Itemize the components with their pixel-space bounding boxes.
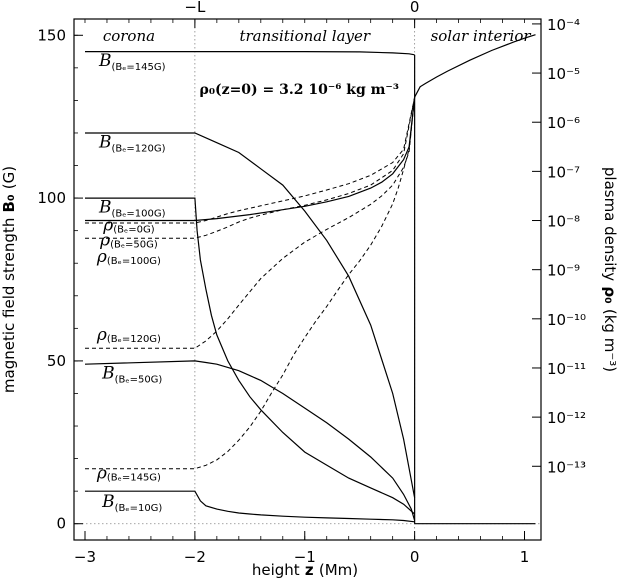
yr-tick-label-4: 10⁻⁸ — [547, 213, 580, 231]
b-label-symbol: B — [98, 132, 112, 152]
series-line-6 — [85, 34, 536, 222]
b-label-symbol: B — [101, 492, 115, 512]
rho-label-subscript: (Bₑ=0G) — [113, 224, 154, 235]
region-label-0: corona — [103, 27, 155, 45]
b-label-symbol: B — [98, 51, 112, 71]
yl-tick-label-0: 0 — [56, 515, 66, 533]
yr-tick-label-0: 10⁻⁴ — [547, 16, 580, 34]
b-label-subscript: (Bₑ=50G) — [115, 375, 163, 386]
rho-label-subscript: (Bₑ=145G) — [107, 473, 161, 484]
yr-tick-label-6: 10⁻¹⁰ — [547, 311, 586, 329]
yr-tick-label-3: 10⁻⁷ — [547, 163, 580, 181]
x-axis-label: height — [252, 561, 300, 579]
rho-label-symbol: ρ — [102, 215, 113, 235]
x-axis-symbol: z — [300, 561, 319, 579]
rho-label-subscript: (Bₑ=120G) — [107, 334, 161, 345]
series-line-1 — [85, 132, 416, 498]
x-tick-label-2: −1 — [294, 548, 316, 566]
x-axis-title: height z (Mm) — [252, 561, 358, 579]
series-line-7 — [85, 97, 416, 224]
series-line-4 — [85, 490, 415, 523]
rho-curve-label-1: ρ(Bₑ=50G) — [99, 231, 158, 251]
b-label-subscript: (Bₑ=10G) — [115, 503, 163, 514]
rho-label-symbol: ρ — [99, 231, 110, 251]
b-label-symbol: B — [101, 364, 115, 384]
x-tick-label-4: 1 — [520, 548, 530, 566]
y-left-axis-title: magnetic field strength B₀ (G) — [0, 166, 18, 393]
yr-tick-label-5: 10⁻⁹ — [547, 262, 580, 280]
b-label-subscript: (Bₑ=100G) — [111, 208, 165, 219]
y-right-axis-label: plasma density — [601, 167, 618, 281]
y-right-axis-symbol: ρ₀ — [601, 281, 618, 309]
b-label-subscript: (Bₑ=145G) — [111, 62, 165, 73]
region-label-2: solar interior — [431, 27, 532, 45]
x-axis-unit: (Mm) — [319, 561, 358, 579]
rho-label-symbol: ρ — [96, 247, 107, 267]
density-annotation: ρ₀(z=0) = 3.2 10⁻⁶ kg m⁻³ — [200, 82, 399, 98]
b-curve-label-4: B(Bₑ=10G) — [101, 492, 162, 514]
rho-curve-label-3: ρ(Bₑ=120G) — [96, 325, 161, 345]
region-label-1: transitional layer — [239, 27, 370, 45]
yr-tick-label-8: 10⁻¹² — [547, 409, 586, 427]
yr-tick-label-9: 10⁻¹³ — [547, 458, 586, 476]
rho-label-subscript: (Bₑ=50G) — [110, 240, 158, 251]
x-tick-label-1: −2 — [184, 548, 206, 566]
x-top-tick-label-1: 0 — [410, 0, 420, 16]
y-left-axis-unit: (G) — [0, 166, 18, 189]
yr-tick-label-7: 10⁻¹¹ — [547, 360, 586, 378]
b-label-subscript: (Bₑ=120G) — [111, 143, 165, 154]
b-curve-label-2: B(Bₑ=100G) — [98, 197, 166, 219]
series-line-0 — [85, 50, 415, 56]
rho-curve-label-4: ρ(Bₑ=145G) — [96, 464, 161, 484]
rho-label-symbol: ρ — [96, 325, 107, 345]
rho-curve-label-2: ρ(Bₑ=100G) — [96, 247, 161, 267]
rho-curve-label-0: ρ(Bₑ=0G) — [102, 215, 154, 235]
yl-tick-label-3: 150 — [37, 26, 66, 44]
yr-tick-label-1: 10⁻⁵ — [547, 65, 580, 83]
y-right-axis-title: plasma density ρ₀ (kg m⁻³) — [601, 167, 618, 372]
b-curve-label-1: B(Bₑ=120G) — [98, 132, 166, 154]
rho-label-subscript: (Bₑ=100G) — [107, 256, 161, 267]
series-line-8 — [85, 97, 416, 239]
yr-tick-label-2: 10⁻⁶ — [547, 114, 580, 132]
b-curve-label-0: B(Bₑ=145G) — [98, 51, 166, 73]
rho-label-symbol: ρ — [96, 464, 107, 484]
plot-frame — [73, 18, 542, 541]
yl-tick-label-2: 100 — [37, 189, 66, 207]
y-right-axis-unit: (kg m⁻³) — [601, 309, 618, 372]
series-line-10 — [85, 97, 416, 470]
b-label-symbol: B — [98, 197, 112, 217]
x-tick-label-3: 0 — [410, 548, 420, 566]
series-line-2 — [85, 197, 415, 515]
series-line-3 — [84, 360, 416, 521]
b-curve-label-3: B(Bₑ=50G) — [101, 364, 162, 386]
y-left-axis-symbol: B₀ — [0, 189, 18, 217]
x-tick-label-0: −3 — [74, 548, 96, 566]
y-left-axis-label: magnetic field strength — [0, 218, 18, 393]
yl-tick-label-1: 50 — [47, 352, 66, 370]
x-top-tick-label-0: −L — [184, 0, 206, 16]
